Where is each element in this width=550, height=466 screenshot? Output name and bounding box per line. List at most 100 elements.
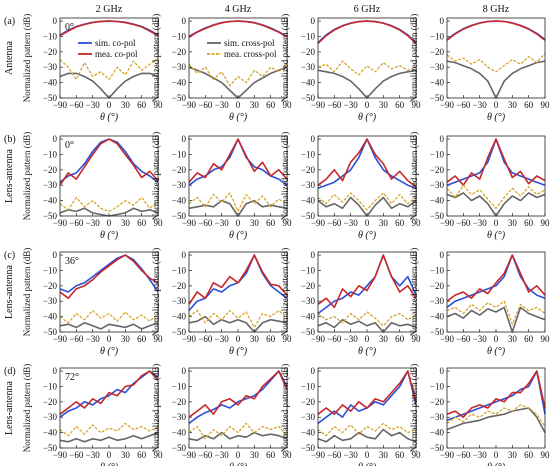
y-axis-label: Normalized pattern (dB) [280,364,290,452]
y-tick-label: −10 [430,265,445,275]
y-axis-label: Normalized pattern (dB) [280,132,290,220]
y-tick-label: −40 [43,196,58,206]
x-tick-label: 30 [379,334,389,344]
x-tick-label: −60 [69,334,84,344]
x-tick-label: 90 [154,450,164,460]
y-tick-label: −20 [172,281,187,291]
x-axis-label: θ (°) [487,462,506,466]
x-tick-label: 90 [541,218,550,228]
x-tick-label: 30 [121,450,131,460]
row-side-label: Antenna [4,41,15,75]
series-line-mea-cross-pol [59,309,159,324]
series-line-mea-co-pol [317,370,417,416]
y-tick-label: −50 [301,93,316,103]
subplot-frame [446,367,546,449]
x-tick-label: −30 [86,334,101,344]
x-tick-label: −30 [473,100,488,110]
y-tick-label: 0 [311,134,316,144]
subplot-frame [59,135,159,217]
y-tick-label: −20 [43,397,58,407]
x-tick-label: −60 [456,334,471,344]
x-tick-label: 90 [283,450,293,460]
x-tick-label: 60 [266,450,276,460]
x-tick-label: 30 [379,100,389,110]
x-axis-label: θ (°) [358,112,377,123]
subplot-frame [59,367,159,449]
x-axis-label: θ (°) [487,112,506,123]
x-tick-label: 30 [508,450,518,460]
x-tick-label: −60 [456,450,471,460]
y-tick-label: 0 [440,134,445,144]
y-tick-label: −30 [172,296,187,306]
y-axis-label: Normalized pattern (dB) [409,14,419,102]
y-tick-label: −20 [172,397,187,407]
y-tick-label: −50 [43,93,58,103]
y-tick-label: −20 [301,47,316,57]
series-line-sim-co-pol [317,138,417,190]
x-tick-label: −90 [53,218,68,228]
subplot-frame [446,251,546,333]
y-tick-label: −10 [172,381,187,391]
x-tick-label: −30 [215,450,230,460]
x-tick-label: −30 [344,450,359,460]
row-letter: (d) [4,366,16,377]
y-tick-label: −50 [301,211,316,221]
x-axis-label: θ (°) [487,230,506,241]
x-tick-label: 60 [266,334,276,344]
x-tick-label: 90 [541,450,550,460]
x-tick-label: 30 [121,334,131,344]
y-tick-label: −50 [43,327,58,337]
y-tick-label: −40 [43,78,58,88]
y-tick-label: −20 [301,397,316,407]
x-tick-label: 0 [236,450,241,460]
y-tick-label: −20 [430,165,445,175]
y-tick-label: −40 [430,312,445,322]
x-tick-label: 90 [154,218,164,228]
x-tick-label: −90 [440,450,455,460]
y-tick-label: −20 [43,47,58,57]
y-tick-label: −10 [43,381,58,391]
series-line-sim-cross-pol [188,315,288,333]
x-tick-label: 30 [379,218,389,228]
series-line-mea-cross-pol [188,63,288,87]
y-tick-label: −50 [430,327,445,337]
y-tick-label: 0 [440,16,445,26]
legend-label: mea. co-pol [95,49,138,59]
y-tick-label: −30 [43,412,58,422]
y-tick-label: −20 [301,281,316,291]
y-tick-label: −50 [172,93,187,103]
y-tick-label: −40 [301,78,316,88]
subplot-frame [59,17,159,99]
series-line-mea-co-pol [317,254,417,309]
x-tick-label: 60 [395,334,405,344]
series-line-sim-cross-pol [446,306,546,333]
subplot-frame [188,367,288,449]
y-tick-label: −30 [301,62,316,72]
steering-angle-label: 0° [65,140,74,151]
y-tick-label: −30 [43,180,58,190]
y-tick-label: −40 [43,428,58,438]
y-tick-label: −30 [430,412,445,422]
series-line-mea-cross-pol [59,57,159,81]
x-tick-label: 90 [283,334,293,344]
x-tick-label: 30 [379,450,389,460]
x-tick-label: 90 [541,334,550,344]
x-axis-label: θ (°) [100,112,119,123]
series-line-sim-cross-pol [188,66,288,99]
x-tick-label: 30 [250,334,260,344]
y-axis-label: Normalized pattern (dB) [409,364,419,452]
x-tick-label: −60 [198,100,213,110]
x-tick-label: −90 [182,334,197,344]
y-axis-label: Normalized pattern (dB) [22,248,32,336]
series-line-sim-co-pol [188,138,288,186]
y-tick-label: −30 [172,180,187,190]
x-tick-label: −90 [182,218,197,228]
y-tick-label: −10 [430,31,445,41]
x-tick-label: 90 [283,100,293,110]
x-tick-label: 0 [494,334,499,344]
series-line-mea-cross-pol [59,196,159,212]
series-line-mea-co-pol [446,138,546,186]
steering-angle-label: 36° [65,256,79,267]
x-tick-label: 90 [154,100,164,110]
x-tick-label: 90 [412,218,422,228]
